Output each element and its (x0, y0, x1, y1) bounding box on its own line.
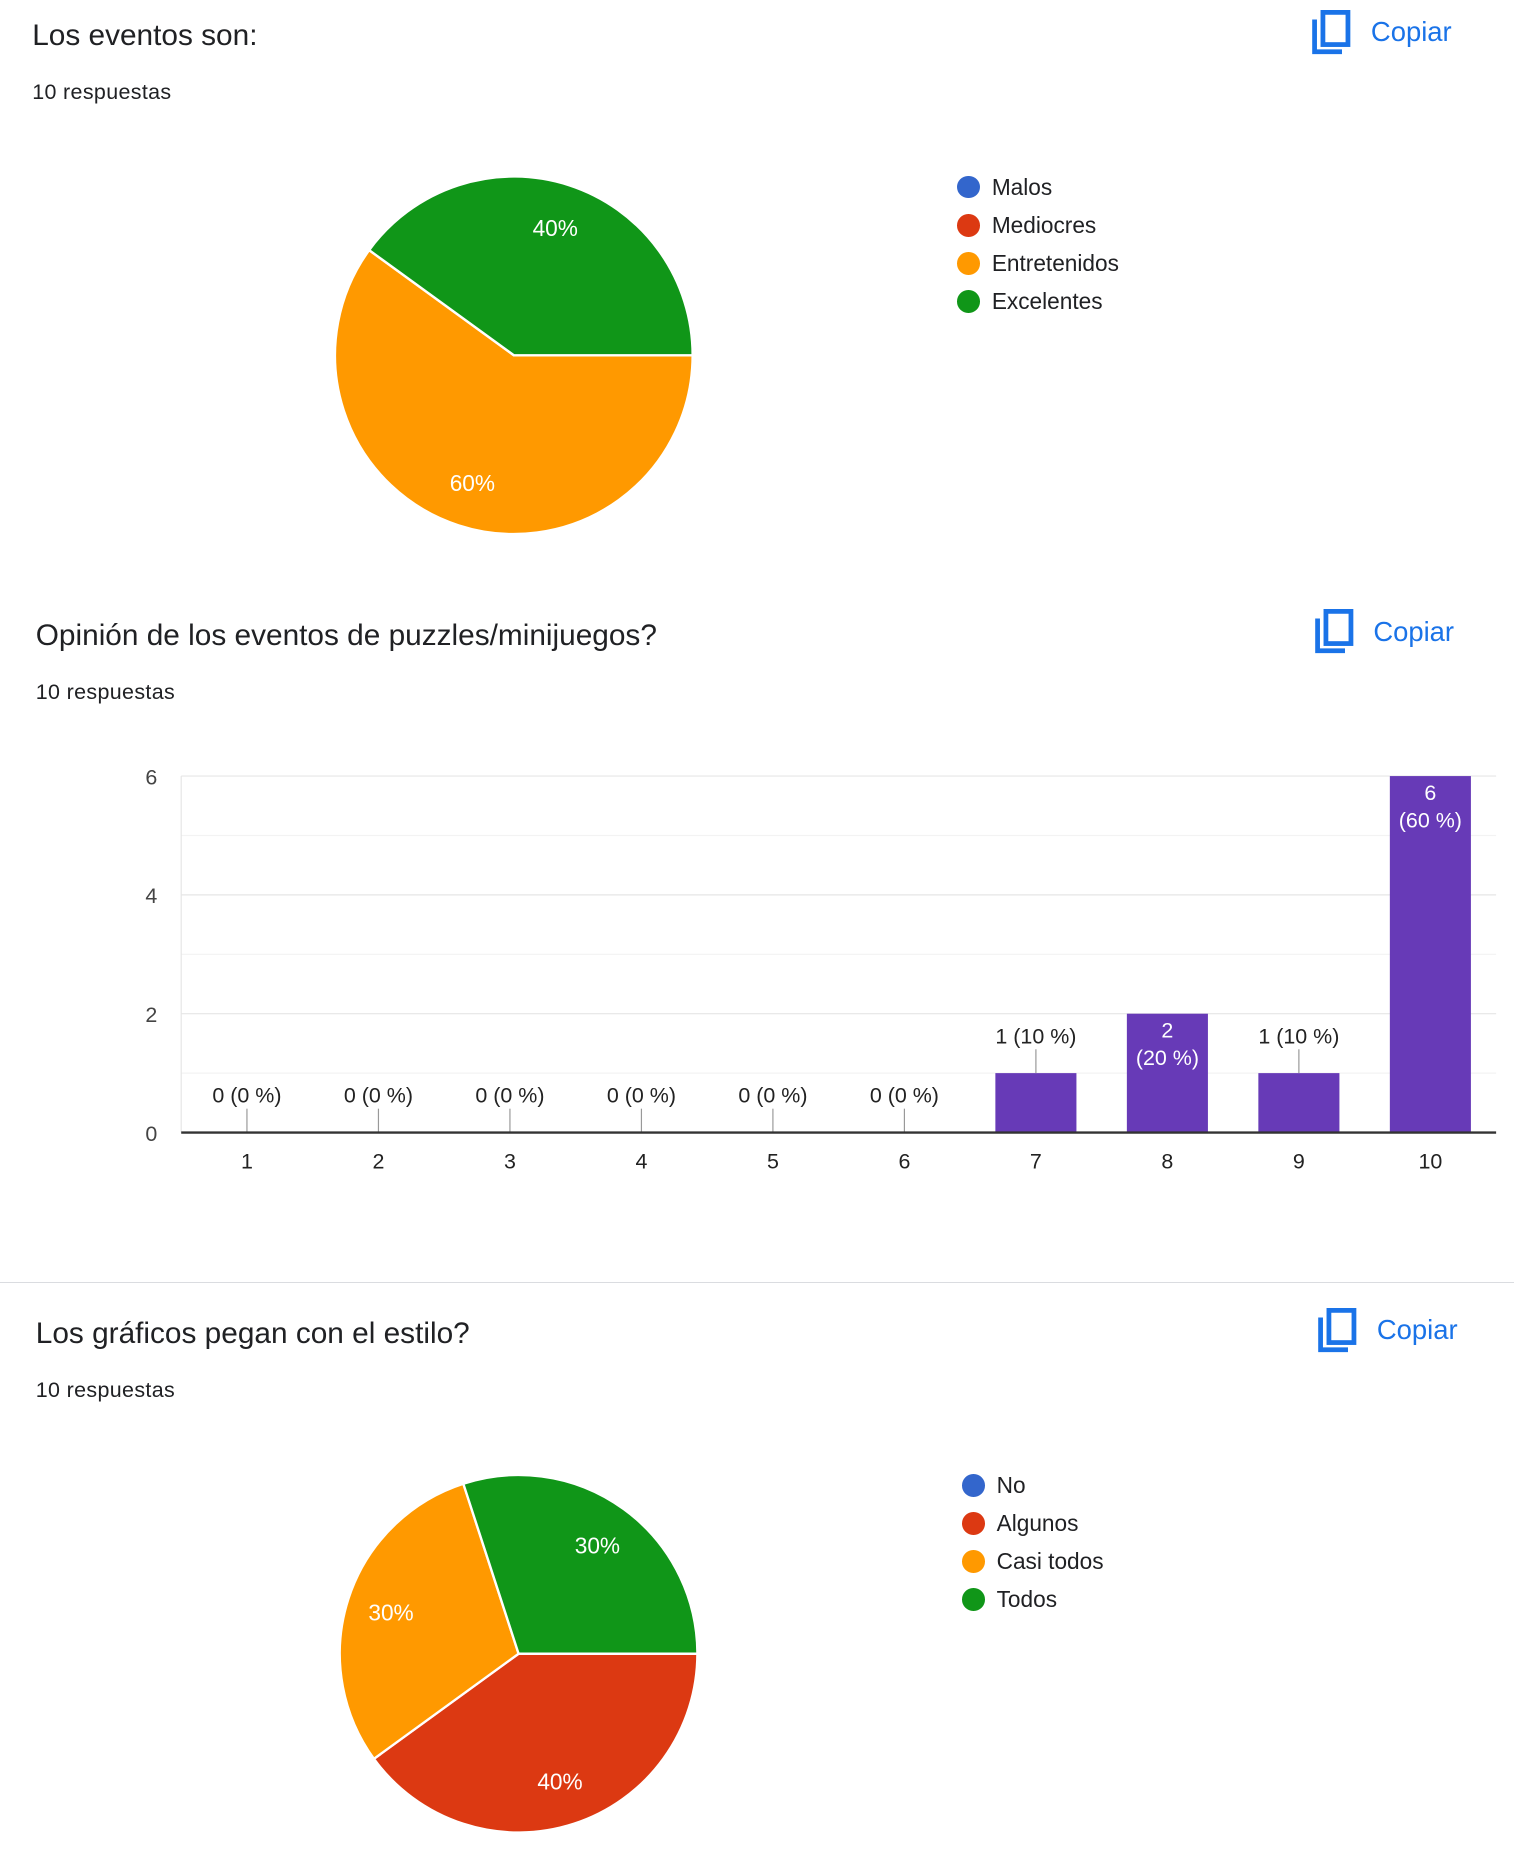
question-title: Los gráficos pegan con el estilo? (35, 1317, 470, 1351)
x-tick-label: 4 (635, 1149, 647, 1173)
legend-dot-icon (957, 290, 980, 313)
legend-dot-icon (957, 213, 980, 237)
bar-data-label: 0 (0 %) (870, 1084, 939, 1108)
copy-icon (1312, 9, 1351, 54)
bar-data-label: 0 (0 %) (738, 1084, 807, 1108)
x-tick-label: 3 (504, 1149, 516, 1173)
x-tick-label: 1 (241, 1149, 253, 1173)
slice-label: 60% (450, 470, 495, 496)
question-title: Opinión de los eventos de puzzles/miniju… (35, 618, 657, 652)
legend-dot-icon (962, 1512, 985, 1535)
legend-item: Malos (957, 168, 1119, 206)
copy-label: Copiar (1370, 16, 1452, 48)
legend-dot-icon (962, 1550, 985, 1573)
legend-dot-icon (962, 1474, 985, 1497)
y-tick-label: 2 (145, 1003, 157, 1027)
legend-item: No (962, 1466, 1104, 1504)
pie-slice-excelentes (367, 175, 694, 357)
bar-data-label: 2 (20 %) (1136, 1019, 1199, 1070)
legend-label: Entretenidos (991, 249, 1119, 276)
bar-data-label: 0 (0 %) (475, 1084, 544, 1108)
copy-icon (1318, 1307, 1357, 1352)
copy-button[interactable]: Copiar (1317, 1307, 1458, 1353)
pie-slice-todos (461, 1473, 699, 1655)
x-tick-label: 5 (767, 1149, 779, 1173)
chart-legend: Malos Mediocres Entretenidos Excelentes (957, 168, 1119, 321)
copy-label: Copiar (1373, 615, 1455, 647)
legend-item: Entretenidos (957, 244, 1119, 282)
x-tick-label: 6 (898, 1149, 910, 1173)
legend-label: Excelentes (991, 288, 1103, 315)
copy-icon (1314, 609, 1354, 654)
bar-data-label: 0 (0 %) (607, 1084, 676, 1108)
legend-dot-icon (957, 252, 980, 275)
legend-item: Todos (962, 1581, 1104, 1619)
y-tick-label: 0 (145, 1122, 157, 1146)
response-count: 10 respuestas (32, 79, 172, 104)
x-tick-label: 8 (1161, 1149, 1173, 1173)
y-tick-label: 4 (145, 884, 157, 908)
bar (1126, 1013, 1208, 1133)
bar-data-label: 6 (60 %) (1399, 781, 1462, 832)
chart-legend: No Algunos Casi todos Todos (962, 1466, 1104, 1619)
copy-button[interactable]: Copiar (1314, 609, 1454, 654)
legend-label: Todos (996, 1586, 1058, 1613)
response-count: 10 respuestas (35, 679, 176, 704)
bar-data-label: 0 (0 %) (344, 1084, 413, 1108)
slice-label: 30% (368, 1599, 413, 1625)
legend-item: Casi todos (962, 1543, 1104, 1581)
response-count: 10 respuestas (35, 1378, 176, 1403)
y-tick-label: 6 (145, 765, 157, 789)
legend-item: Excelentes (957, 283, 1119, 321)
legend-label: Casi todos (996, 1548, 1104, 1575)
x-tick-label: 2 (372, 1149, 384, 1173)
bar-chart: 0 2 4 6 0 (0 %) 1 0 (0 %) 2 0 (0 %) 3 0 (0 %) 4 0 (0… (145, 765, 1497, 1173)
bar-data-label: 0 (0 %) (212, 1084, 281, 1108)
legend-label: Malos (991, 173, 1053, 200)
pie-chart: 60% 40% (333, 175, 694, 536)
copy-button[interactable]: Copiar (1311, 9, 1452, 55)
legend-item: Mediocres (957, 206, 1119, 244)
bar-data-label: 1 (10 %) (1258, 1024, 1339, 1048)
copy-label: Copiar (1376, 1314, 1458, 1346)
slice-label: 40% (533, 215, 578, 241)
slice-label: 30% (575, 1532, 620, 1558)
x-tick-label: 10 (1418, 1149, 1442, 1173)
legend-item: Algunos (962, 1504, 1104, 1542)
pie-slice-algunos (372, 1652, 699, 1834)
pie-slice-casi-todos (338, 1481, 520, 1761)
bar-data-label: 1 (10 %) (995, 1024, 1076, 1048)
bar (1258, 1073, 1340, 1133)
legend-label: Algunos (996, 1510, 1079, 1536)
pie-slice-entretenidos (333, 248, 694, 536)
question-section-graficos: Los gráficos pegan con el estilo? 10 res… (0, 1283, 1514, 1871)
question-section-puzzles: Opinión de los eventos de puzzles/miniju… (35, 609, 1497, 1173)
bar (1389, 776, 1471, 1133)
slice-label: 40% (537, 1768, 582, 1794)
legend-dot-icon (962, 1588, 985, 1612)
question-title: Los eventos son: (32, 19, 258, 53)
x-tick-label: 9 (1293, 1149, 1305, 1173)
legend-label: Mediocres (991, 211, 1097, 238)
x-tick-label: 7 (1030, 1149, 1042, 1173)
section-divider (0, 1281, 1514, 1283)
legend-dot-icon (957, 175, 980, 199)
pie-chart: 40% 30% 30% (338, 1473, 699, 1834)
legend-label: No (996, 1471, 1026, 1498)
bar (995, 1073, 1077, 1133)
question-section-eventos: Los eventos son: 10 respuestas Copiar 60… (0, 0, 1514, 596)
